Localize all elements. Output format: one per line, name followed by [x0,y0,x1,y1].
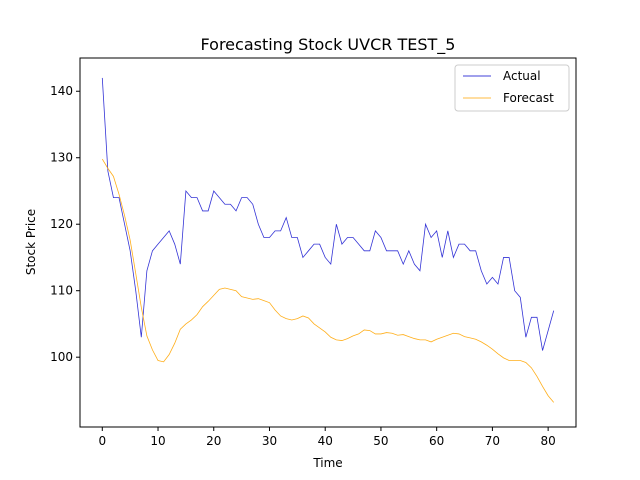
series-line-actual [101,77,555,351]
x-tick-label: 60 [429,434,444,448]
x-tick-label: 70 [485,434,500,448]
series-line-forecast [101,158,555,403]
y-axis: 100 110 120 130 140 [50,84,80,364]
x-axis: 0 10 20 30 40 50 60 70 80 [98,427,556,448]
y-axis-label: Stock Price [24,209,38,275]
x-tick-label: 50 [373,434,388,448]
y-tick-label: 120 [50,217,73,231]
x-tick-label: 10 [150,434,165,448]
legend-label: Actual [503,69,541,83]
legend-box [454,64,570,112]
x-tick-label: 30 [262,434,277,448]
y-tick-label: 130 [50,151,73,165]
legend: Actual Forecast [454,64,570,112]
x-axis-label: Time [312,456,342,470]
x-tick-label: 40 [318,434,333,448]
y-tick-label: 100 [50,350,73,364]
plot-frame [79,57,577,428]
chart-title: Forecasting Stock UVCR TEST_5 [201,35,456,55]
x-tick-label: 0 [98,434,106,448]
series-lines [101,77,555,403]
y-tick-label: 140 [50,84,73,98]
y-tick-label: 110 [50,284,73,298]
x-tick-label: 80 [540,434,555,448]
legend-label: Forecast [503,91,554,105]
plot-area [79,57,577,428]
x-tick-label: 20 [206,434,221,448]
